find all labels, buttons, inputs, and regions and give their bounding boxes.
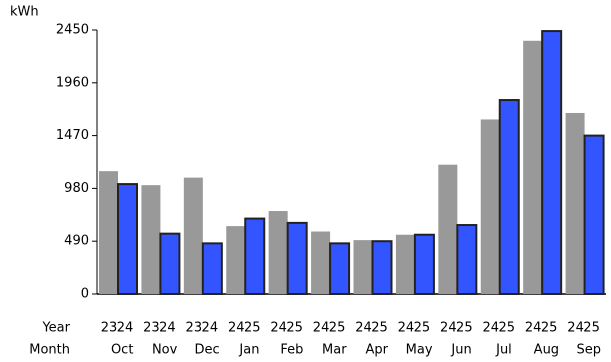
y-tick-label: 0 [81,287,89,302]
y-tick-label: 2450 [56,23,89,38]
year-label: 25 [414,321,431,336]
bar [523,40,543,294]
year-label: 25 [286,321,303,336]
year-label: 24 [313,321,330,336]
bar [117,183,138,295]
y-tick-label: 490 [64,234,89,249]
year-label: 24 [159,321,176,336]
year-label: 25 [371,321,388,336]
year-label: 25 [498,321,515,336]
year-label: 24 [398,321,415,336]
bar [311,231,331,294]
bar [456,224,478,295]
bar [244,217,266,295]
x-tick-label: Apr [365,343,388,358]
year-label: 25 [244,321,261,336]
year-label: 23 [143,321,160,336]
year-label: 24 [202,321,219,336]
bar [541,30,563,296]
bar [201,242,223,295]
year-label: 25 [583,321,600,336]
bar [353,240,373,294]
bar [268,211,288,294]
year-label: 24 [270,321,287,336]
bar [183,177,203,294]
y-tick-label: 1470 [56,128,89,143]
x-tick-label: Nov [152,343,178,358]
bar [159,232,181,296]
bar [565,112,585,294]
x-tick-label: Jun [450,343,471,358]
bar [329,242,351,295]
bar [286,221,308,296]
x-tick-label: Aug [534,343,559,358]
bar [498,99,520,295]
bar [413,233,435,295]
x-tick-label: Mar [322,343,347,358]
bar [438,164,458,294]
year-label: 24 [355,321,372,336]
bar [583,134,605,295]
year-label: 25 [456,321,473,336]
year-label: 23 [186,321,203,336]
x-tick-label: Dec [194,343,219,358]
x-tick-label: Oct [111,343,133,358]
bar [99,171,118,294]
bar [226,226,246,294]
x-tick-label: Jan [238,343,259,358]
row-label: Year [41,321,70,336]
year-label: 24 [440,321,457,336]
bar [141,185,161,294]
bar [480,119,500,294]
year-label: 24 [567,321,584,336]
year-label: 25 [541,321,558,336]
x-tick-label: Jul [495,343,512,358]
x-tick-label: Feb [280,343,303,358]
year-label: 25 [329,321,346,336]
y-tick-label: 1960 [56,75,89,90]
x-tick-label: May [406,343,433,358]
row-label: Month [29,343,70,358]
year-label: 24 [525,321,542,336]
x-tick-label: Sep [577,343,602,358]
y-unit: kWh [10,5,39,20]
y-tick-label: 980 [64,181,89,196]
bar [371,240,393,295]
year-label: 24 [117,321,134,336]
year-label: 24 [228,321,245,336]
year-label: 23 [101,321,118,336]
bar [395,234,415,294]
year-label: 24 [482,321,499,336]
